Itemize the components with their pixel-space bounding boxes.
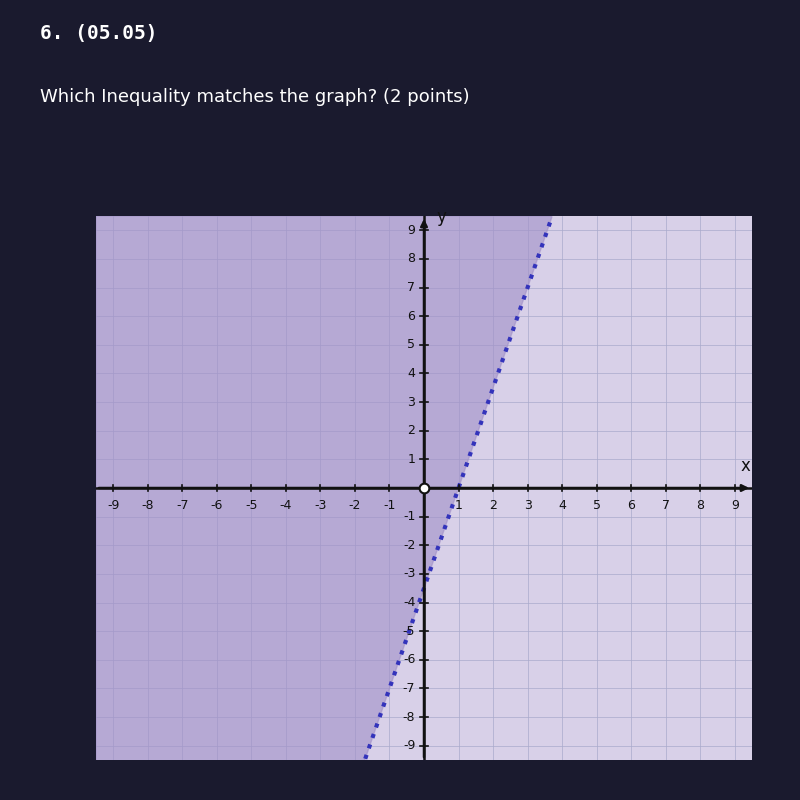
Text: 6: 6	[407, 310, 415, 322]
Text: 1: 1	[454, 499, 462, 513]
Text: 8: 8	[407, 253, 415, 266]
Text: -2: -2	[403, 538, 415, 552]
Text: 2: 2	[489, 499, 497, 513]
Text: 8: 8	[696, 499, 704, 513]
Text: -4: -4	[280, 499, 292, 513]
Text: -1: -1	[383, 499, 396, 513]
Text: -9: -9	[403, 739, 415, 752]
Text: -3: -3	[314, 499, 326, 513]
Text: 5: 5	[593, 499, 601, 513]
Text: -8: -8	[403, 710, 415, 723]
Text: -7: -7	[176, 499, 189, 513]
Text: -6: -6	[403, 654, 415, 666]
Text: x: x	[740, 457, 750, 475]
Text: 9: 9	[407, 224, 415, 237]
Text: 1: 1	[407, 453, 415, 466]
Text: 4: 4	[558, 499, 566, 513]
Text: -5: -5	[245, 499, 258, 513]
Text: 2: 2	[407, 424, 415, 438]
Text: -7: -7	[403, 682, 415, 695]
Text: 4: 4	[407, 367, 415, 380]
Text: 5: 5	[407, 338, 415, 351]
Text: -4: -4	[403, 596, 415, 609]
Text: -9: -9	[107, 499, 119, 513]
Text: Which Inequality matches the graph? (2 points): Which Inequality matches the graph? (2 p…	[40, 88, 470, 106]
Text: 3: 3	[524, 499, 531, 513]
Text: -3: -3	[403, 567, 415, 580]
Text: -2: -2	[349, 499, 361, 513]
Text: -1: -1	[403, 510, 415, 523]
Text: -5: -5	[403, 625, 415, 638]
Text: -8: -8	[142, 499, 154, 513]
Text: 3: 3	[407, 396, 415, 409]
Text: 6. (05.05): 6. (05.05)	[40, 24, 158, 43]
Text: 6: 6	[627, 499, 635, 513]
Text: 9: 9	[730, 499, 738, 513]
Text: y: y	[436, 209, 446, 226]
Text: 7: 7	[407, 281, 415, 294]
Text: 7: 7	[662, 499, 670, 513]
Text: -6: -6	[210, 499, 223, 513]
